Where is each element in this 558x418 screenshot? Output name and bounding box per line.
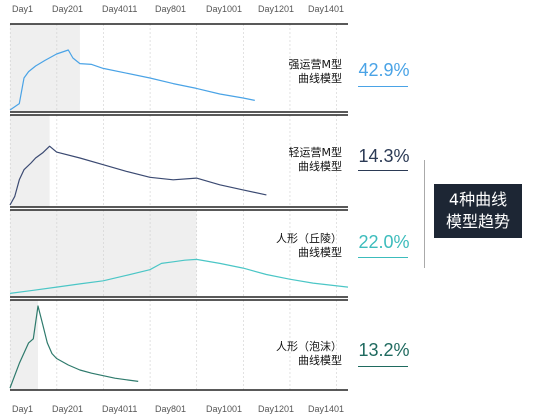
top-axis-tick-label: Day1001	[206, 4, 243, 14]
top-axis-tick-label: Day4011	[102, 4, 138, 14]
model-name-line2: 曲线模型	[298, 246, 342, 259]
model-label-1: 强运营M型 曲线模型	[222, 58, 343, 86]
bottom-axis-tick-label: Day1401	[308, 404, 345, 414]
model-label-4: 人形（泡沫） 曲线模型	[222, 340, 342, 368]
bottom-axis-tick-label: Day1001	[206, 404, 243, 414]
model-name-line1: 强运营M型	[288, 58, 343, 71]
bottom-axis-tick-label: Day801	[155, 404, 187, 414]
top-axis-tick-label: Day1201	[258, 4, 295, 14]
model-name-line1: 人形（丘陵）	[276, 232, 342, 245]
top-axis-tick-label: Day1	[12, 4, 34, 14]
model-name-line1: 人形（泡沫）	[276, 340, 342, 353]
model-name-line2: 曲线模型	[298, 160, 342, 173]
bottom-axis-tick-label: Day1201	[258, 404, 295, 414]
percentage-3: 22.0%	[358, 232, 410, 252]
percentage-1: 42.9%	[358, 60, 410, 80]
percentage-underline	[358, 366, 408, 367]
percentage-2: 14.3%	[358, 146, 410, 166]
top-axis-tick-label: Day1401	[308, 4, 345, 14]
model-name-line1: 轻运营M型	[288, 146, 343, 159]
model-name-line2: 曲线模型	[298, 72, 342, 85]
series-line-4	[9, 305, 139, 389]
summary-bracket-line	[424, 160, 425, 268]
series-line-3	[9, 258, 349, 294]
series-line-1	[9, 49, 255, 111]
percentage-underline	[358, 86, 408, 87]
percentage-underline	[358, 257, 408, 258]
top-axis-tick-label: Day801	[155, 4, 187, 14]
percentage-4: 13.2%	[358, 340, 410, 360]
model-label-3: 人形（丘陵） 曲线模型	[222, 232, 342, 260]
model-name-line2: 曲线模型	[298, 354, 342, 367]
highlight-region	[10, 24, 80, 112]
bottom-axis-tick-label: Day201	[52, 404, 84, 414]
bottom-axis-tick-label: Day4011	[102, 404, 138, 414]
highlight-region	[10, 115, 50, 207]
summary-line1: 4种曲线	[448, 190, 508, 209]
bottom-axis-tick-label: Day1	[12, 404, 34, 414]
top-axis-tick-label: Day201	[52, 4, 84, 14]
series-line-2	[9, 145, 267, 206]
percentage-underline	[358, 170, 408, 171]
model-label-2: 轻运营M型 曲线模型	[222, 146, 343, 174]
summary-box: 4种曲线 模型趋势	[434, 184, 522, 238]
summary-line2: 模型趋势	[445, 212, 510, 231]
